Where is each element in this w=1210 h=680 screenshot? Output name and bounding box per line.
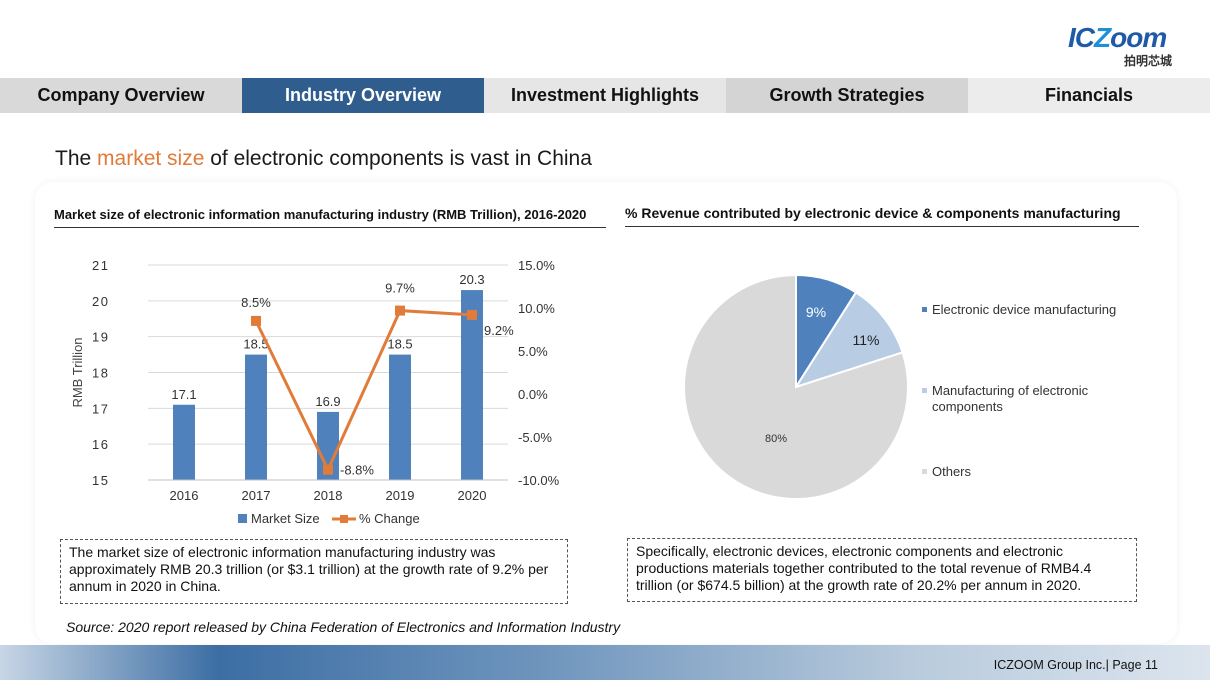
logo-text-z: Z (1094, 22, 1111, 53)
x-axis-tick-label: 2016 (170, 488, 199, 503)
right-axis-tick-label: 10.0% (518, 301, 555, 316)
tab-company-overview[interactable]: Company Overview (0, 78, 242, 113)
market-size-note: The market size of electronic informatio… (60, 539, 568, 604)
left-axis-tick-label: 21 (92, 258, 108, 273)
left-axis-tick-label: 20 (92, 294, 108, 309)
bar-chart-title: Market size of electronic information ma… (54, 207, 606, 228)
tab-investment-highlights[interactable]: Investment Highlights (484, 78, 726, 113)
pie-slice (793, 291, 904, 389)
headline-highlight: market size (97, 147, 205, 170)
change-line (254, 309, 473, 474)
left-axis-tick-label: 19 (92, 330, 108, 345)
pie-chart-title: % Revenue contributed by electronic devi… (625, 205, 1139, 227)
x-axis-tick-label: 2018 (314, 488, 343, 503)
page-headline: The market size of electronic components… (55, 147, 592, 171)
pie-slice-label: 80% (765, 433, 787, 445)
legend-swatch-market-size (238, 514, 247, 523)
bar-value-label: 18.5 (243, 337, 268, 352)
section-nav: Company Overview Industry Overview Inves… (0, 78, 1210, 113)
x-axis-tick-label: 2019 (386, 488, 415, 503)
market-size-chart: 2120191817161515.0%10.0%5.0%0.0%-5.0%-10… (70, 258, 560, 526)
pie-legend-label: Manufacturing of electronic components (932, 383, 1089, 414)
change-value-label: 8.5% (241, 295, 271, 310)
tab-growth-strategies[interactable]: Growth Strategies (726, 78, 968, 113)
change-marker (251, 315, 261, 326)
headline-before: The (55, 147, 98, 170)
change-value-label: -8.8% (340, 463, 374, 478)
headline-after: of electronic components is vast in Chin… (204, 147, 592, 170)
pie-legend-swatch (922, 388, 927, 393)
pie-legend-label: Others (932, 464, 972, 479)
right-axis-tick-label: -5.0% (518, 430, 552, 445)
change-value-label: 9.7% (385, 281, 415, 296)
left-axis-tick-label: 18 (92, 366, 108, 381)
x-axis-tick-label: 2017 (242, 488, 271, 503)
legend-label-change: % Change (359, 511, 420, 526)
y-axis-label: RMB Trillion (70, 337, 85, 407)
bar (461, 290, 483, 480)
logo-text-ic: IC (1068, 22, 1095, 53)
footer-page-label: ICZOOM Group Inc.| Page 11 (993, 658, 1158, 672)
bar (245, 354, 267, 480)
pie-slice-label: 11% (853, 332, 880, 348)
change-marker (467, 309, 477, 320)
revenue-note: Specifically, electronic devices, electr… (627, 538, 1137, 602)
footer-bar: ICZOOM Group Inc.| Page 11 (0, 645, 1210, 680)
pie-legend-swatch (922, 469, 927, 474)
right-axis-tick-label: -10.0% (518, 473, 560, 488)
logo-chinese-text: 拍明芯城 (1123, 54, 1172, 68)
pie-slice (683, 273, 909, 500)
legend-label-market-size: Market Size (251, 511, 320, 526)
bar-value-label: 17.1 (171, 387, 196, 402)
pie-legend-swatch (922, 307, 927, 312)
tab-industry-overview[interactable]: Industry Overview (242, 78, 484, 113)
right-axis-tick-label: 15.0% (518, 258, 555, 273)
left-axis-tick-label: 17 (92, 401, 108, 416)
left-axis-tick-label: 15 (92, 473, 108, 488)
bar (389, 354, 411, 480)
bar (317, 411, 339, 480)
bar-value-label: 18.5 (387, 337, 412, 352)
pie-legend-label: Electronic device manufacturing (932, 302, 1116, 317)
pie-slice-label: 9% (806, 304, 826, 320)
logo-text-oom: oom (1110, 22, 1167, 53)
change-marker (395, 305, 405, 316)
x-axis-tick-label: 2020 (458, 488, 487, 503)
bar (173, 404, 195, 480)
revenue-pie-chart: 9% 11% 80% Electronic device manufacturing M… (683, 273, 1116, 500)
legend-marker-change (340, 515, 348, 523)
right-axis-tick-label: 5.0% (518, 344, 548, 359)
tab-financials[interactable]: Financials (968, 78, 1210, 113)
source-citation: Source: 2020 report released by China Fe… (66, 619, 621, 635)
change-marker (323, 464, 333, 475)
content-panel (35, 182, 1177, 644)
company-logo: ICZoom 拍明芯城 (1068, 22, 1178, 68)
change-value-label: 9.2% (484, 323, 514, 338)
bar-value-label: 20.3 (459, 272, 484, 287)
bar-value-label: 16.9 (315, 394, 340, 409)
right-axis-tick-label: 0.0% (518, 387, 548, 402)
left-axis-tick-label: 16 (92, 437, 108, 452)
